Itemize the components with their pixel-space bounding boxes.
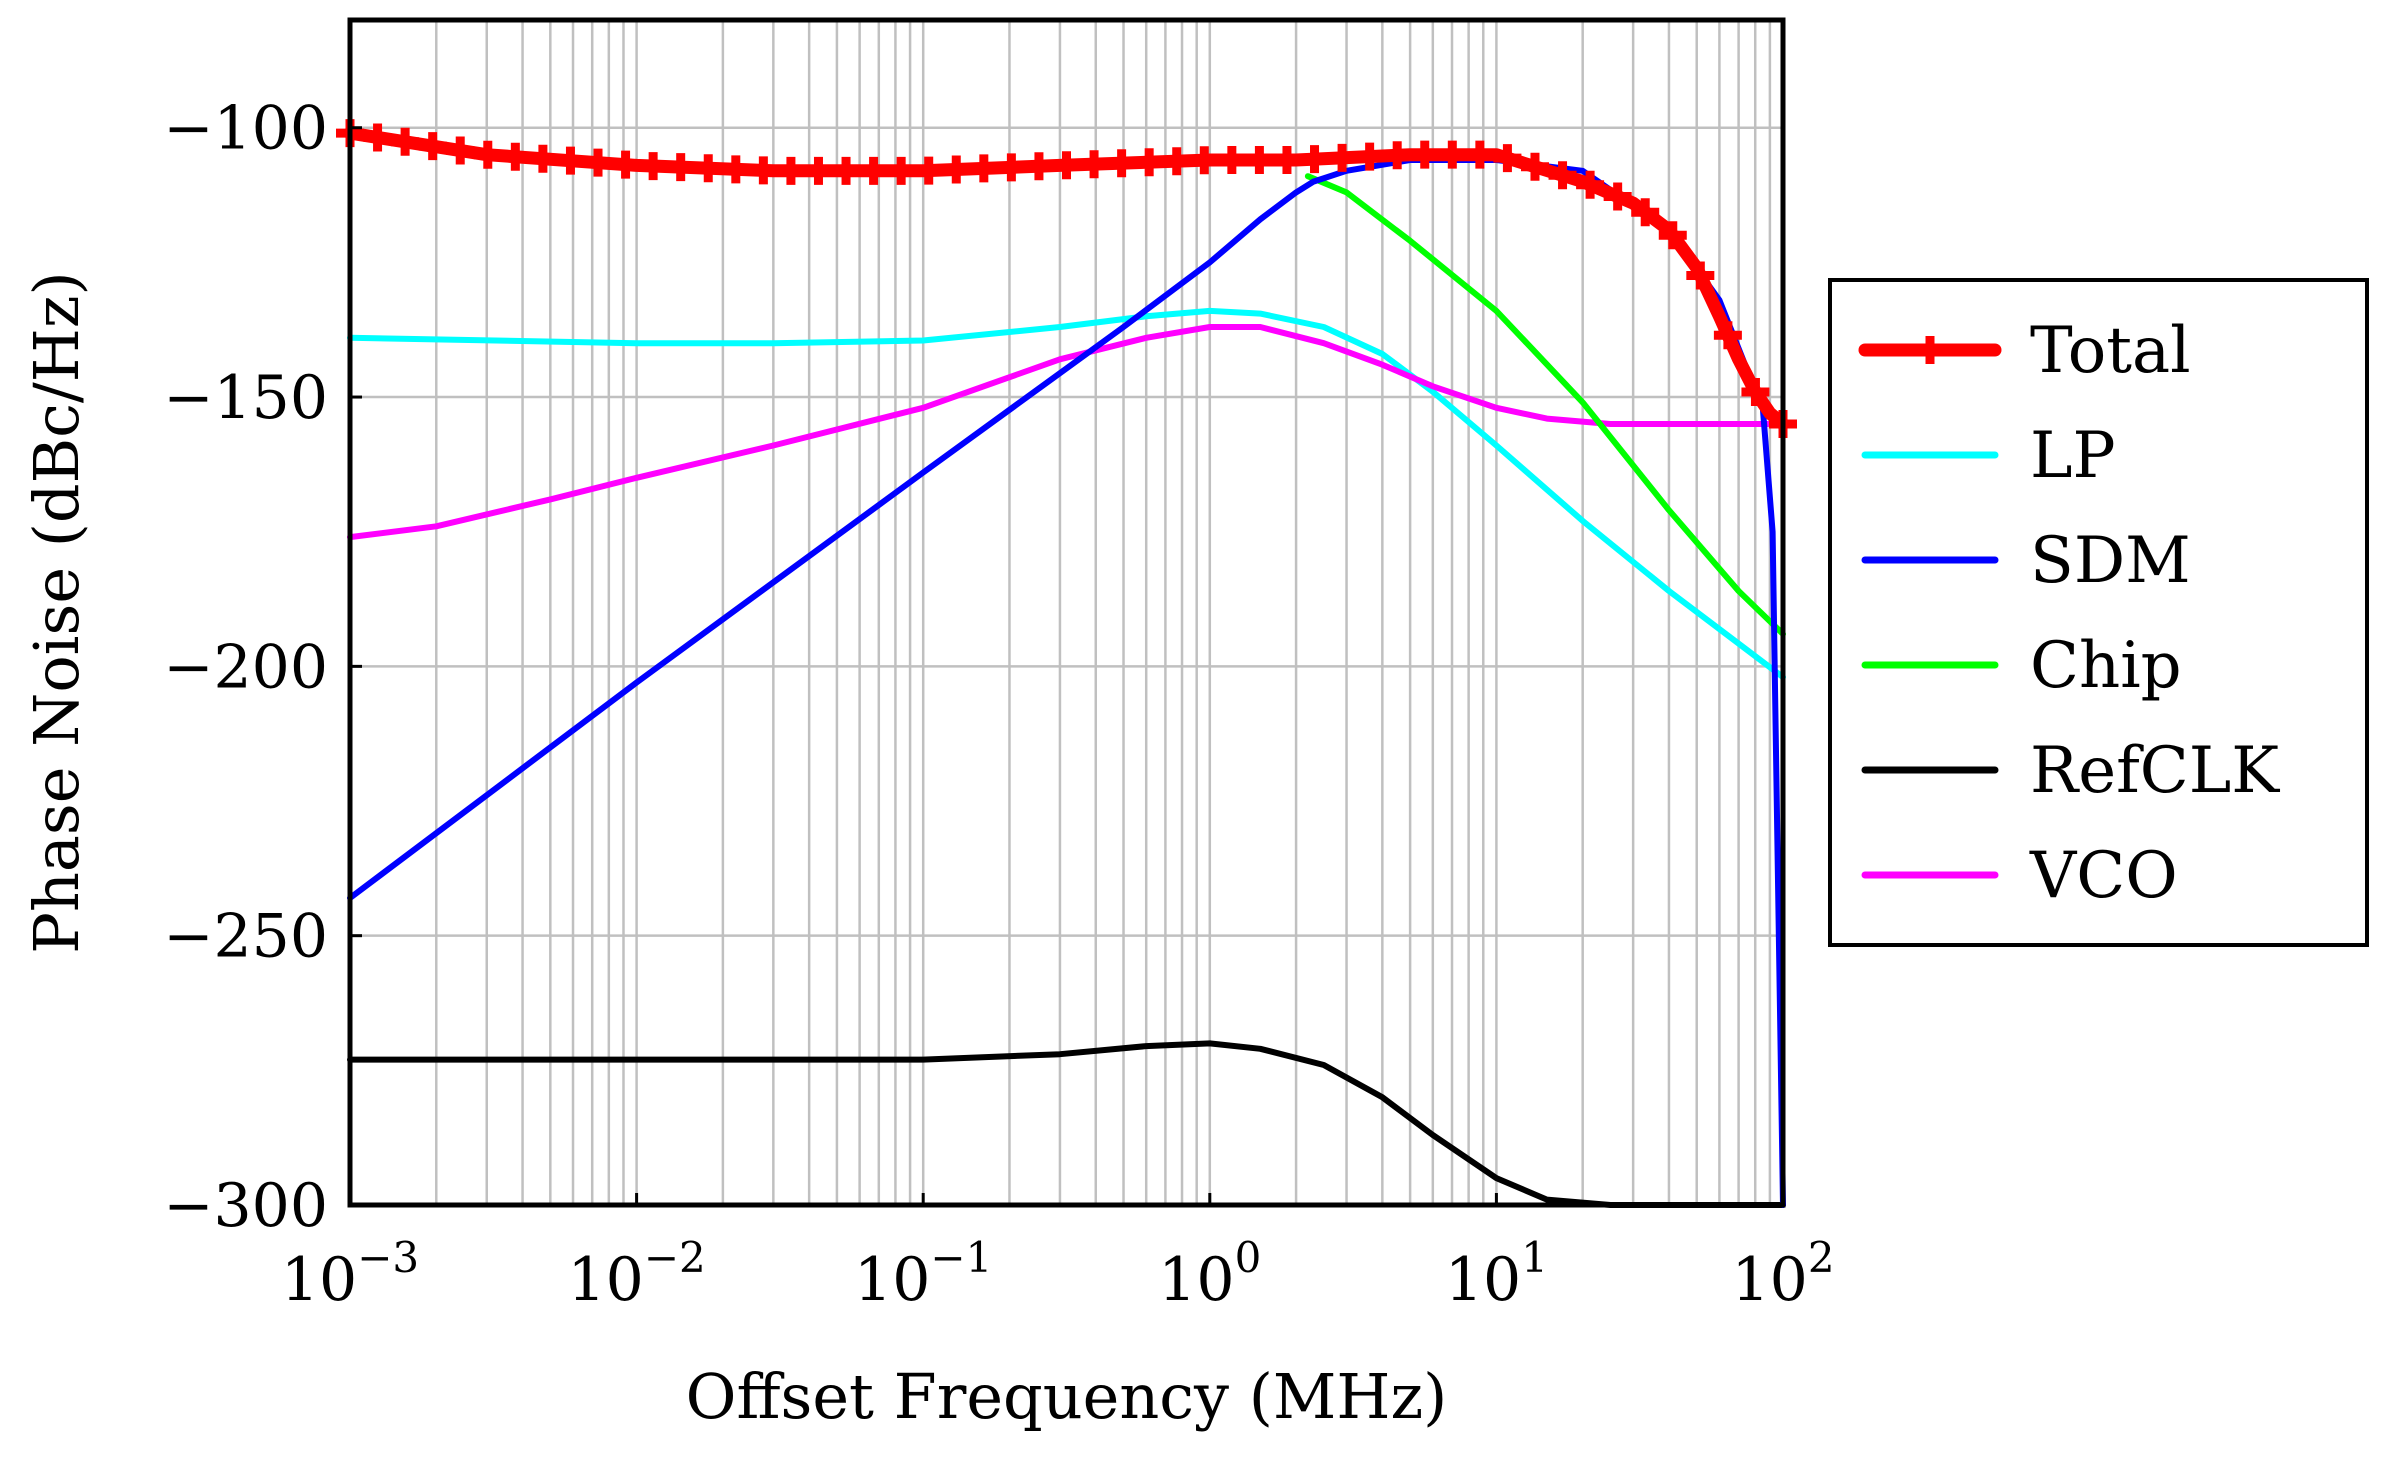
x-tick-label: 10−1 <box>854 1233 992 1315</box>
marker-total <box>1465 140 1494 169</box>
marker-total <box>1328 143 1357 172</box>
marker-total <box>1024 152 1053 181</box>
x-tick-label: 102 <box>1731 1233 1834 1315</box>
marker-total <box>859 156 888 185</box>
marker-total <box>1052 151 1081 180</box>
marker-total <box>887 156 916 185</box>
marker-total <box>1576 170 1605 199</box>
plot-frame <box>347 17 1786 1208</box>
marker-total <box>1520 152 1549 181</box>
marker-total <box>969 154 998 183</box>
marker-total <box>363 123 392 152</box>
marker-total <box>1135 148 1164 177</box>
series-line-vco <box>347 324 1786 541</box>
marker-total <box>1713 321 1742 350</box>
marker-total <box>418 132 447 161</box>
x-tick-label: 10−3 <box>281 1233 419 1315</box>
marker-total <box>1190 146 1219 175</box>
marker-total <box>1272 146 1301 175</box>
marker-total <box>694 154 723 183</box>
x-tick-exponent: 0 <box>1235 1233 1262 1282</box>
grid <box>348 20 1783 1207</box>
legend-label-sdm: SDM <box>2030 524 2191 598</box>
legend-label-vco: VCO <box>2029 839 2178 913</box>
marker-total <box>528 144 557 173</box>
x-axis-title: Offset Frequency (MHz) <box>686 1360 1448 1433</box>
x-tick-label: 10−2 <box>567 1233 705 1315</box>
marker-total <box>1107 149 1136 178</box>
x-tick-exponent: 2 <box>1808 1233 1835 1282</box>
x-tick-base: 10 <box>1731 1245 1807 1315</box>
x-tick-base: 10 <box>1158 1245 1234 1315</box>
marker-total <box>832 156 861 185</box>
series-line-lp <box>347 307 1786 681</box>
legend-label-total: Total <box>2030 314 2191 388</box>
marker-total <box>501 142 530 171</box>
marker-total <box>776 156 805 185</box>
marker-total <box>584 148 613 177</box>
x-tick-base: 10 <box>854 1245 930 1315</box>
marker-total <box>997 153 1026 182</box>
marker-total <box>1741 377 1770 406</box>
marker-total <box>1217 146 1246 175</box>
marker-total <box>1631 198 1660 227</box>
marker-total <box>1493 144 1522 173</box>
series-lines <box>336 119 1797 1208</box>
y-tick-label: −100 <box>163 94 328 164</box>
y-tick-label: −300 <box>163 1171 328 1241</box>
x-tick-exponent: 1 <box>1521 1233 1548 1282</box>
marker-total <box>1410 140 1439 169</box>
marker-total <box>446 136 475 165</box>
series-line-chip <box>1304 173 1786 637</box>
marker-total <box>804 156 833 185</box>
legend-label-chip: Chip <box>2030 629 2182 703</box>
marker-total <box>914 156 943 185</box>
marker-total <box>1658 221 1687 250</box>
marker-total <box>556 146 585 175</box>
marker-total <box>1162 147 1191 176</box>
x-tick-exponent: −2 <box>644 1233 706 1282</box>
marker-total <box>391 127 420 156</box>
x-tick-exponent: −3 <box>357 1233 419 1282</box>
marker-total <box>1603 182 1632 211</box>
marker-total <box>1686 261 1715 290</box>
marker-total <box>666 153 695 182</box>
x-tick-exponent: −1 <box>930 1233 992 1282</box>
marker-total <box>639 152 668 181</box>
y-tick-label: −150 <box>163 363 328 433</box>
marker-total <box>1245 146 1274 175</box>
marker-total <box>1438 140 1467 169</box>
y-tick-label: −250 <box>163 902 328 972</box>
legend-label-refclk: RefCLK <box>2030 734 2280 808</box>
legend-label-lp: LP <box>2030 419 2116 493</box>
marker-total <box>721 155 750 184</box>
axis-ticks: 10−3 10−2 10−1 100 101 102−300−250−200−150−10… <box>163 94 1834 1315</box>
y-tick-label: −200 <box>163 632 328 702</box>
y-axis-title: Phase Noise (dBc/Hz) <box>20 271 93 953</box>
legend: Total LP SDM Chip RefCLK VCO <box>1828 278 2369 947</box>
marker-total <box>1300 145 1329 174</box>
x-tick-base: 10 <box>567 1245 643 1315</box>
x-tick-base: 10 <box>281 1245 357 1315</box>
marker-total <box>1355 142 1384 171</box>
marker-total <box>942 155 971 184</box>
marker-total <box>749 156 778 185</box>
marker-total <box>1548 161 1577 190</box>
marker-total <box>1383 141 1412 170</box>
legend-box <box>1828 278 2369 947</box>
marker-total <box>1080 150 1109 179</box>
x-tick-label: 101 <box>1445 1233 1548 1315</box>
marker-total <box>473 140 502 169</box>
x-tick-base: 10 <box>1445 1245 1521 1315</box>
marker-total <box>611 150 640 179</box>
x-tick-label: 100 <box>1158 1233 1261 1315</box>
